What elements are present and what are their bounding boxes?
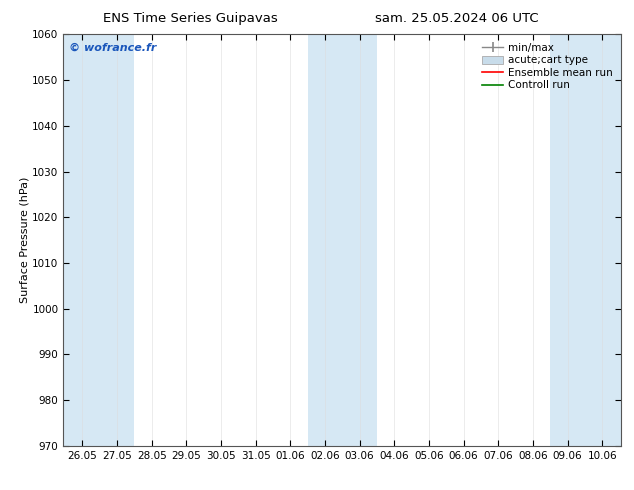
Bar: [63, 34, 100, 446]
Bar: [100, 34, 134, 446]
Bar: [550, 34, 621, 446]
Bar: [307, 34, 377, 446]
Text: sam. 25.05.2024 06 UTC: sam. 25.05.2024 06 UTC: [375, 12, 538, 25]
Text: © wofrance.fr: © wofrance.fr: [69, 43, 157, 52]
Text: ENS Time Series Guipavas: ENS Time Series Guipavas: [103, 12, 278, 25]
Y-axis label: Surface Pressure (hPa): Surface Pressure (hPa): [20, 177, 30, 303]
Legend: min/max, acute;cart type, Ensemble mean run, Controll run: min/max, acute;cart type, Ensemble mean …: [479, 40, 616, 94]
